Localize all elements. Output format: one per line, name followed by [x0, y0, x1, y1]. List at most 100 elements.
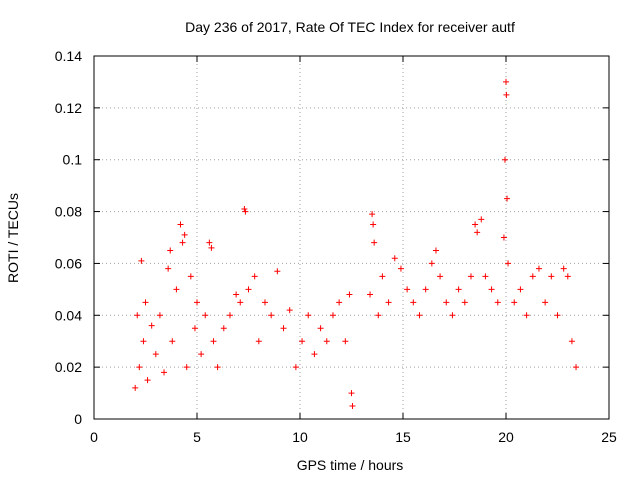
- data-point: [299, 338, 306, 345]
- data-point: [385, 299, 392, 306]
- data-point: [241, 205, 248, 212]
- x-axis-label: GPS time / hours: [297, 457, 404, 473]
- data-point: [371, 239, 378, 246]
- data-point: [177, 221, 184, 228]
- data-point: [535, 265, 542, 272]
- data-point: [348, 390, 355, 397]
- data-point: [542, 299, 549, 306]
- data-point: [517, 286, 524, 293]
- data-point: [191, 325, 198, 332]
- x-tick-label: 20: [498, 429, 514, 445]
- grid-lines: [94, 56, 609, 419]
- axis-ticks: 0 5 10 15 20 25 0 0.02 0.04 0.06 0.08 0.1 0.12 0.14: [55, 48, 617, 445]
- data-point: [245, 286, 252, 293]
- x-tick-label: 0: [90, 429, 98, 445]
- data-point: [478, 216, 485, 223]
- data-point: [346, 291, 353, 298]
- data-point: [311, 351, 318, 358]
- data-point: [342, 338, 349, 345]
- y-tick-label: 0.08: [55, 204, 82, 220]
- data-point: [286, 307, 293, 314]
- data-point: [568, 338, 575, 345]
- data-point: [148, 322, 155, 329]
- data-point: [349, 403, 356, 410]
- data-point: [156, 312, 163, 319]
- data-point: [397, 265, 404, 272]
- data-point: [169, 338, 176, 345]
- data-point: [208, 244, 215, 251]
- x-tick-label: 10: [292, 429, 308, 445]
- y-tick-label: 0.04: [55, 307, 82, 323]
- data-point: [140, 338, 147, 345]
- data-point: [437, 273, 444, 280]
- data-point: [280, 325, 287, 332]
- data-point: [410, 299, 417, 306]
- y-tick-label: 0.02: [55, 359, 82, 375]
- data-point: [467, 273, 474, 280]
- data-point: [206, 239, 213, 246]
- chart-title: Day 236 of 2017, Rate Of TEC Index for r…: [185, 19, 515, 35]
- data-point: [529, 273, 536, 280]
- x-tick-label: 5: [193, 429, 201, 445]
- data-point: [198, 351, 205, 358]
- y-tick-label: 0.14: [55, 48, 82, 64]
- data-point: [560, 265, 567, 272]
- data-point: [152, 351, 159, 358]
- data-point: [202, 312, 209, 319]
- data-point: [391, 255, 398, 262]
- data-point: [233, 291, 240, 298]
- y-tick-label: 0.06: [55, 255, 82, 271]
- data-point: [226, 312, 233, 319]
- data-point: [142, 299, 149, 306]
- data-point: [181, 231, 188, 238]
- data-point: [432, 247, 439, 254]
- data-point: [449, 312, 456, 319]
- data-point: [416, 312, 423, 319]
- data-point: [329, 312, 336, 319]
- data-point: [370, 221, 377, 228]
- data-point: [187, 273, 194, 280]
- data-point: [274, 268, 281, 275]
- data-point: [404, 286, 411, 293]
- data-point: [237, 299, 244, 306]
- data-point: [179, 239, 186, 246]
- y-tick-label: 0.12: [55, 100, 82, 116]
- data-point: [505, 260, 512, 267]
- data-point: [494, 299, 501, 306]
- data-point: [251, 273, 258, 280]
- data-point: [161, 369, 168, 376]
- data-point: [305, 312, 312, 319]
- data-point: [482, 273, 489, 280]
- data-point: [503, 91, 510, 98]
- data-point: [503, 78, 509, 85]
- data-point: [317, 325, 324, 332]
- data-point: [548, 273, 555, 280]
- data-point: [167, 247, 174, 254]
- data-point: [144, 377, 151, 384]
- data-point: [511, 299, 518, 306]
- data-point: [573, 364, 580, 371]
- data-point: [422, 286, 429, 293]
- data-point: [138, 257, 145, 264]
- data-point: [428, 260, 435, 267]
- data-point: [455, 286, 462, 293]
- plot-frame: [93, 55, 610, 420]
- x-tick-label: 15: [395, 429, 411, 445]
- data-point: [136, 364, 143, 371]
- data-point: [488, 286, 495, 293]
- data-point: [255, 338, 262, 345]
- data-point: [564, 273, 571, 280]
- data-point: [220, 325, 227, 332]
- x-tick-label: 25: [601, 429, 617, 445]
- data-point: [242, 208, 249, 215]
- data-point: [474, 229, 481, 236]
- data-point: [504, 195, 511, 202]
- y-axis-label: ROTI / TECUs: [5, 193, 21, 283]
- data-point: [500, 234, 507, 241]
- y-tick-label: 0: [74, 411, 82, 427]
- data-point: [461, 299, 468, 306]
- data-point: [173, 286, 180, 293]
- data-point: [336, 299, 343, 306]
- data-point: [501, 156, 508, 163]
